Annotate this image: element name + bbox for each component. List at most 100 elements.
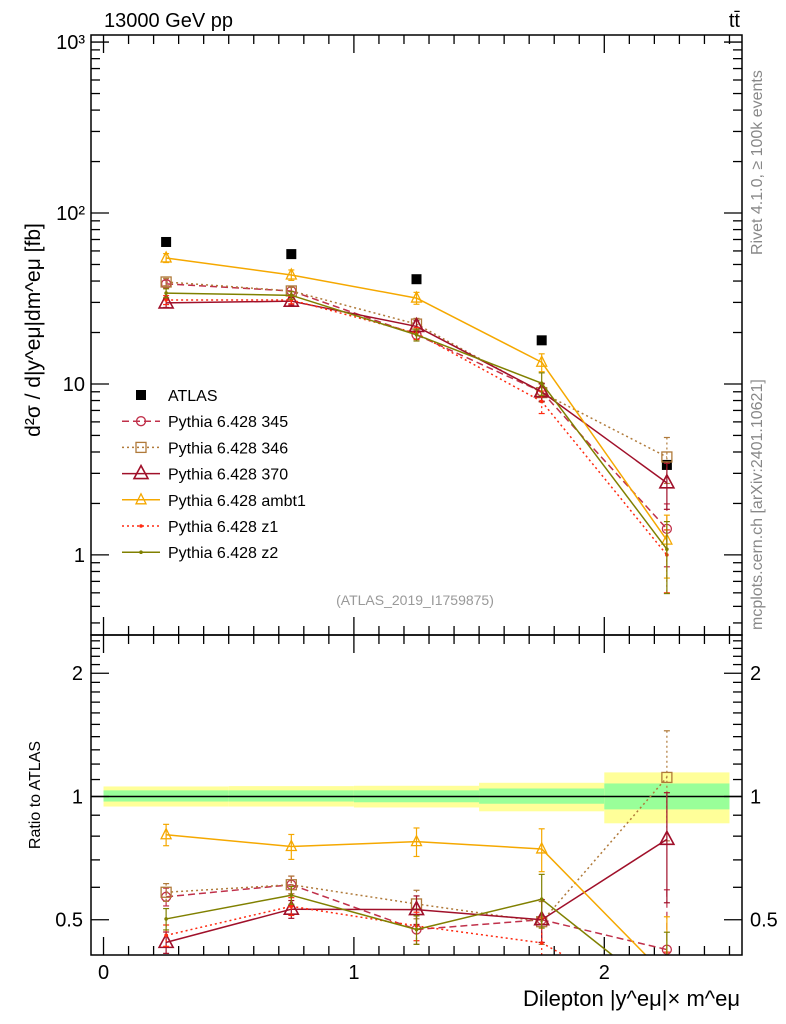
y-tick-label: 1 bbox=[74, 545, 85, 567]
data-point bbox=[289, 293, 294, 298]
series-line-segment bbox=[165, 894, 292, 920]
data-point bbox=[132, 463, 150, 480]
rivet-version-label: Rivet 4.1.0, ≥ 100k events bbox=[749, 70, 766, 255]
series-pythia-6-428-z1 bbox=[163, 897, 670, 956]
data-point bbox=[414, 332, 419, 337]
series-line-segment bbox=[291, 290, 417, 325]
series-line-segment bbox=[416, 903, 542, 923]
legend-entry: Pythia 6.428 370 bbox=[122, 463, 288, 484]
data-point bbox=[164, 298, 168, 302]
legend-entry: Pythia 6.428 z1 bbox=[122, 519, 278, 536]
data-point bbox=[160, 827, 173, 840]
data-point bbox=[661, 451, 673, 463]
data-point bbox=[411, 274, 422, 285]
legend-label: Pythia 6.428 345 bbox=[168, 414, 288, 431]
data-point bbox=[658, 473, 676, 489]
series-line-segment bbox=[541, 898, 613, 956]
data-point bbox=[164, 933, 168, 938]
data-point bbox=[136, 390, 146, 400]
ratio-y-tick-label-right: 0.5 bbox=[750, 910, 778, 932]
legend-label: ATLAS bbox=[168, 388, 218, 405]
series-line-segment bbox=[416, 334, 542, 384]
data-point bbox=[135, 441, 147, 454]
data-point bbox=[658, 829, 676, 846]
data-point bbox=[539, 897, 544, 902]
legend: ATLAS Pythia 6.428 345 Pythia 6.428 346 Pyt… bbox=[122, 388, 306, 562]
series-line-segment bbox=[416, 332, 543, 403]
series-pythia-6-428-346 bbox=[160, 730, 673, 946]
series-line-segment bbox=[166, 300, 292, 304]
series-line-segment bbox=[541, 848, 647, 956]
series-line-segment bbox=[166, 292, 292, 297]
series-atlas bbox=[161, 236, 672, 470]
data-point bbox=[160, 886, 172, 898]
series-line-segment bbox=[291, 300, 417, 328]
series-line-segment bbox=[416, 297, 543, 363]
main-y-axis-label: d²σ / d|y^eμ|dm^eμ [fb] bbox=[22, 223, 45, 437]
legend-entry: ATLAS bbox=[136, 388, 218, 405]
series-line-segment bbox=[541, 942, 564, 956]
series-line-segment bbox=[416, 918, 542, 931]
x-tick-label: 2 bbox=[599, 962, 610, 984]
analysis-reference: (ATLAS_2019_I1759875) bbox=[336, 592, 494, 608]
series-line-segment bbox=[541, 838, 668, 921]
legend-entry: Pythia 6.428 ambt1 bbox=[122, 492, 306, 510]
header-energy: 13000 GeV pp bbox=[104, 10, 233, 32]
ratio-panel: 0.5 0.5 1 1 2 2 0 1 2 bbox=[55, 634, 778, 984]
data-point bbox=[408, 899, 425, 916]
legend-label: Pythia 6.428 370 bbox=[168, 467, 288, 484]
series-line-segment bbox=[165, 905, 292, 937]
series-line-segment bbox=[416, 898, 542, 931]
legend-label: Pythia 6.428 z2 bbox=[168, 545, 278, 562]
data-point bbox=[410, 290, 423, 303]
ratio-y-tick-label: 2 bbox=[72, 663, 83, 685]
data-point bbox=[536, 335, 547, 346]
data-point bbox=[160, 276, 172, 288]
series-line-segment bbox=[541, 382, 668, 550]
data-point bbox=[286, 249, 297, 260]
series-line-segment bbox=[291, 840, 417, 848]
legend-entry: Pythia 6.428 346 bbox=[122, 440, 288, 457]
series-line-segment bbox=[166, 833, 292, 848]
data-point bbox=[539, 941, 544, 945]
series-line-segment bbox=[541, 361, 668, 541]
legend-label: Pythia 6.428 z1 bbox=[168, 519, 278, 536]
data-point bbox=[135, 416, 147, 427]
series-line-segment bbox=[416, 840, 542, 850]
x-axis-label: Dilepton |y^eμ|× m^eμ bbox=[523, 986, 740, 1011]
series-line-segment bbox=[291, 274, 417, 299]
y-tick-label: 10³ bbox=[56, 32, 85, 54]
ratio-y-tick-label: 0.5 bbox=[55, 910, 83, 932]
ratio-y-axis-label: Ratio to ATLAS bbox=[27, 741, 44, 849]
series-line-segment bbox=[541, 400, 668, 556]
data-point bbox=[539, 399, 544, 404]
series-pythia-6-428-z2 bbox=[163, 873, 670, 956]
series-line-segment bbox=[291, 884, 417, 905]
header-process: tt̄ bbox=[729, 10, 741, 32]
data-point bbox=[285, 839, 298, 852]
data-point bbox=[285, 267, 298, 280]
series-line-segment bbox=[416, 925, 542, 944]
data-point bbox=[410, 834, 423, 847]
data-point bbox=[160, 250, 173, 263]
data-point bbox=[535, 841, 548, 854]
data-point bbox=[539, 381, 544, 386]
series-line-segment bbox=[166, 257, 292, 276]
series-line-segment bbox=[165, 908, 292, 944]
y-tick-label: 10² bbox=[56, 203, 85, 225]
ratio-y-tick-label: 1 bbox=[72, 786, 83, 808]
ratio-y-tick-label-right: 2 bbox=[750, 663, 761, 685]
series-line-segment bbox=[166, 883, 292, 898]
series-line-segment bbox=[166, 283, 292, 292]
ratio-frame bbox=[90, 634, 743, 956]
series-pythia-6-428-ambt1 bbox=[160, 823, 670, 956]
data-point bbox=[134, 492, 148, 505]
data-point bbox=[289, 904, 294, 909]
data-point bbox=[139, 550, 143, 554]
legend-label: Pythia 6.428 ambt1 bbox=[168, 493, 306, 510]
series-line-segment bbox=[166, 281, 292, 292]
data-point bbox=[661, 771, 673, 784]
series-line-segment bbox=[291, 905, 417, 927]
series-line-segment bbox=[291, 294, 417, 336]
